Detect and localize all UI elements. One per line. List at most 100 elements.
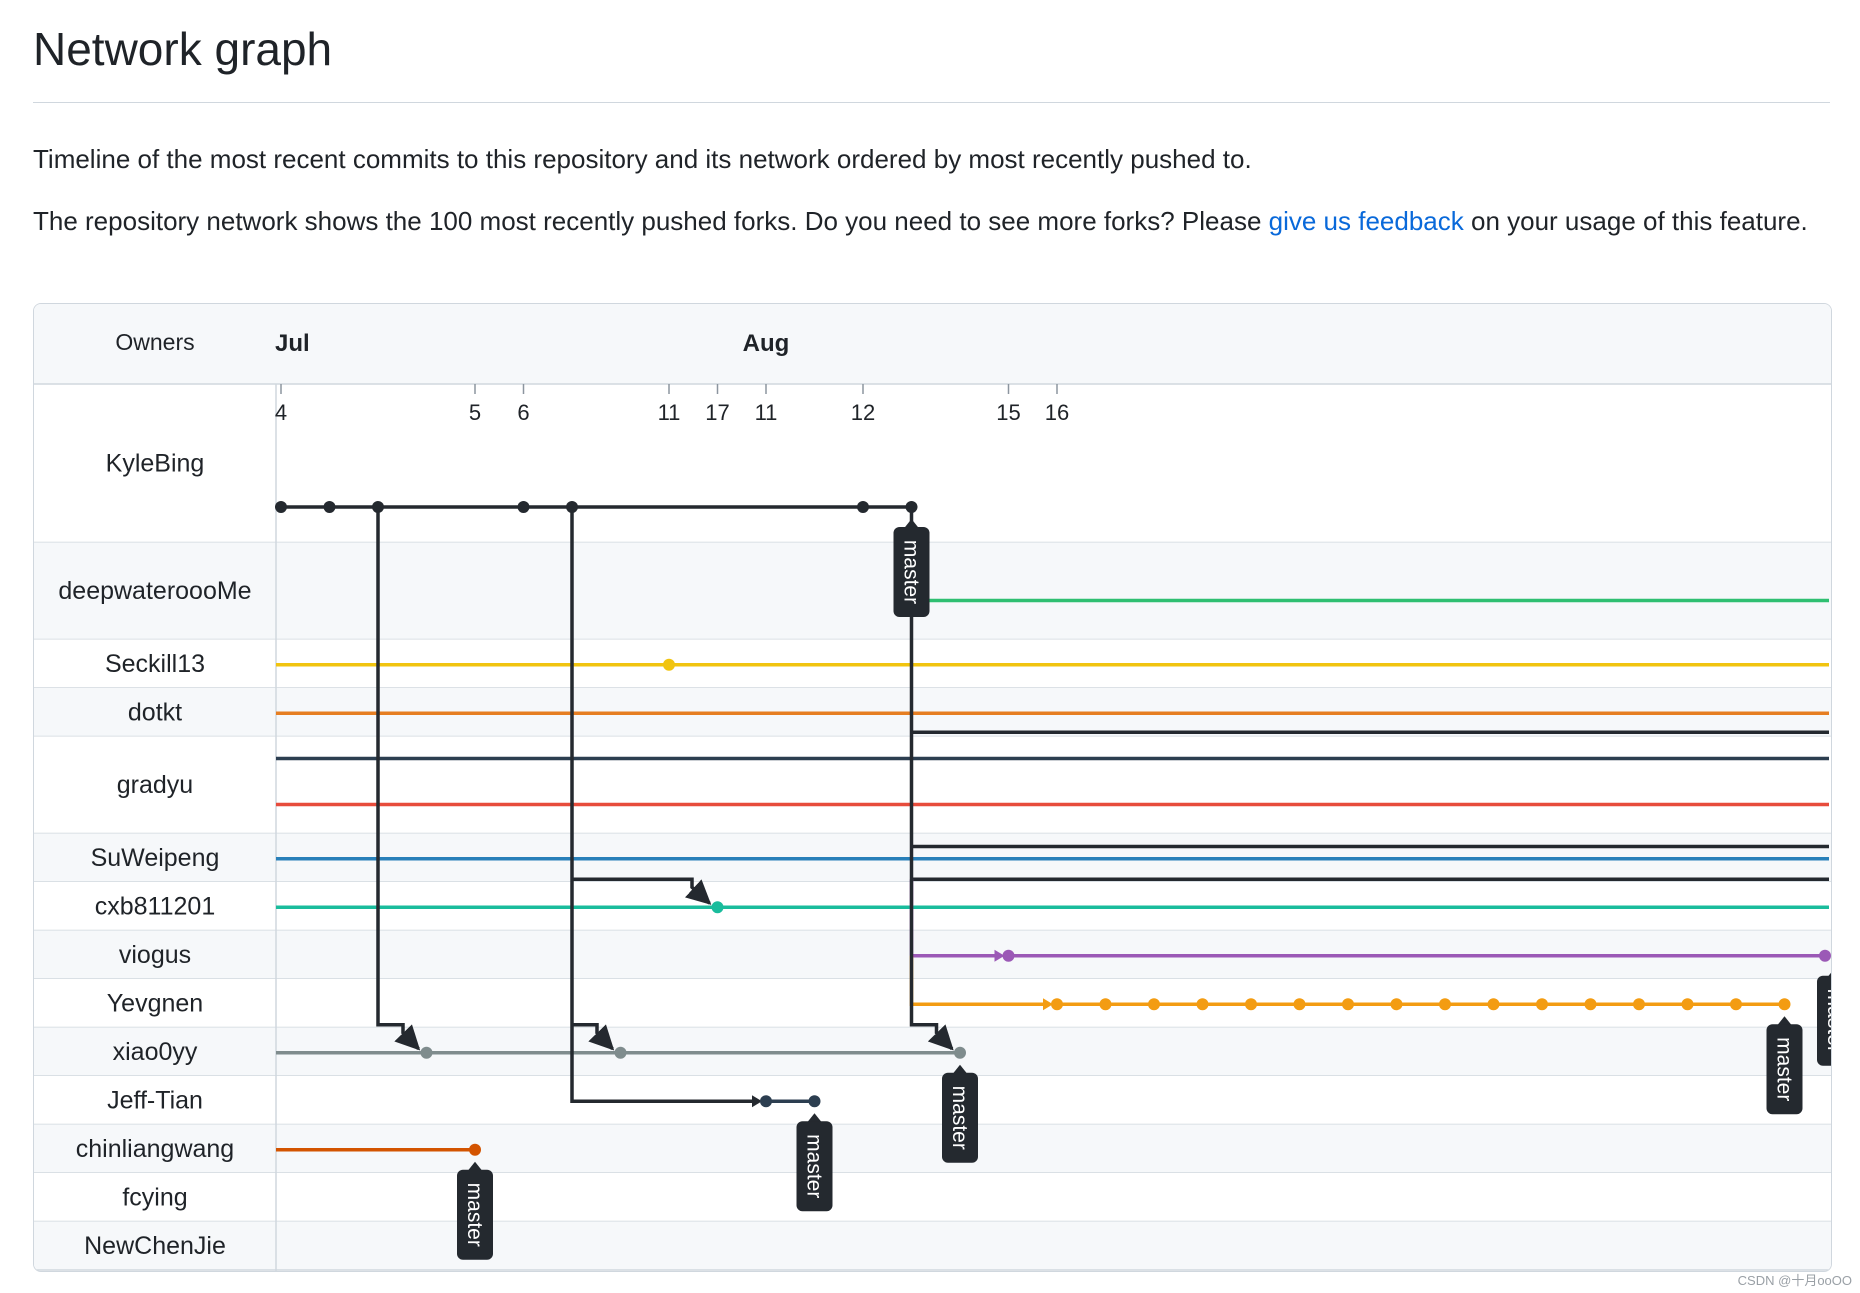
commit-dot xyxy=(760,1095,772,1108)
owner-name: deepwateroooMe xyxy=(58,577,251,605)
branch-tag-label: master xyxy=(1823,989,1831,1053)
branch-tag-master: master xyxy=(1766,1016,1803,1115)
commit-dot xyxy=(1584,998,1597,1011)
branch-tag-label: master xyxy=(803,1134,826,1198)
title-divider xyxy=(33,102,1830,103)
commit-dot xyxy=(517,501,530,513)
month-label: Aug xyxy=(743,330,790,357)
date-label: 15 xyxy=(996,400,1020,425)
commit-dot xyxy=(905,501,918,513)
commit-dot xyxy=(1196,998,1209,1011)
commit-dot xyxy=(1099,998,1112,1011)
branch-tag-pointer xyxy=(952,1064,968,1075)
commit-dot xyxy=(954,1046,966,1059)
network-graph[interactable]: Owners Jul Aug 4 5 6 11 17 11 12 15 16 KyleBing deep… xyxy=(33,303,1832,1272)
commit-dot xyxy=(1390,998,1403,1011)
commit-dot xyxy=(1681,998,1694,1011)
branch-tag-label: master xyxy=(463,1183,486,1247)
commit-dot xyxy=(1633,998,1645,1011)
commit-dot xyxy=(1051,998,1063,1011)
date-label: 12 xyxy=(851,400,875,425)
owner-row xyxy=(34,384,1831,543)
branch-tag-pointer xyxy=(467,1161,483,1172)
branch-tag-label: master xyxy=(1773,1037,1796,1101)
arrow-head xyxy=(1043,998,1053,1011)
commit-dot xyxy=(1819,949,1831,962)
owner-name: Seckill13 xyxy=(105,650,205,678)
commit-dot xyxy=(1778,998,1791,1011)
owner-row xyxy=(34,736,1831,834)
owner-name: Jeff-Tian xyxy=(107,1086,203,1114)
date-label: 11 xyxy=(658,400,681,425)
owner-name: SuWeipeng xyxy=(91,844,220,872)
commit-dot xyxy=(1487,998,1500,1011)
commit-dot xyxy=(1342,998,1354,1011)
branch-tag-box xyxy=(1766,1024,1803,1115)
owner-name: Yevgnen xyxy=(107,989,203,1017)
branch-tag-label: master xyxy=(900,540,923,604)
owner-row xyxy=(34,1221,1831,1270)
commit-dot xyxy=(420,1046,433,1059)
owner-row xyxy=(34,542,1831,640)
commit-dot xyxy=(857,501,869,513)
branch-tag-box xyxy=(942,1072,978,1163)
commit-dot xyxy=(323,501,336,513)
date-label: 17 xyxy=(705,400,729,425)
branch-tag-box xyxy=(796,1121,833,1212)
owner-name: dotkt xyxy=(128,698,182,726)
commit-dot xyxy=(1730,998,1742,1011)
branch-tag-pointer xyxy=(806,1113,823,1124)
owner-row xyxy=(34,1076,1831,1125)
merge-line xyxy=(909,507,954,1051)
merge-line xyxy=(572,877,712,905)
owners-header: Owners xyxy=(115,329,194,355)
commit-dot xyxy=(1245,998,1257,1011)
network-note: The repository network shows the 100 mos… xyxy=(33,200,1833,242)
owner-name: chinliangwang xyxy=(76,1135,234,1163)
commit-dot xyxy=(1536,998,1548,1011)
branch-tag-box xyxy=(1817,975,1831,1066)
branch-tag-master: master xyxy=(1817,972,1831,1066)
commit-dot xyxy=(1439,998,1451,1011)
owner-name: cxb811201 xyxy=(95,892,215,920)
merge-line xyxy=(376,507,421,1051)
branch-tag-master: master xyxy=(457,1161,493,1260)
network-graph-canvas[interactable]: Owners Jul Aug 4 5 6 11 17 11 12 15 16 KyleBing deep… xyxy=(34,304,1831,1271)
commit-dot xyxy=(469,1143,481,1156)
owner-row xyxy=(34,1173,1831,1222)
branch-tag-master: master xyxy=(942,1064,978,1163)
commit-dot xyxy=(614,1046,627,1059)
date-label: 4 xyxy=(275,400,287,425)
commit-dot xyxy=(275,501,287,513)
branch-line-Jeff-Tian-link xyxy=(570,507,756,1103)
commit-dot xyxy=(1002,949,1015,962)
commit-dot xyxy=(566,501,578,513)
arrow-head xyxy=(752,1095,762,1108)
network-note-text: The repository network shows the 100 mos… xyxy=(33,206,1269,236)
branch-tag-master: master xyxy=(893,519,930,617)
branch-tag-box xyxy=(457,1169,493,1260)
owner-name: fcying xyxy=(122,1183,187,1211)
date-label: 5 xyxy=(469,400,481,425)
network-note-text-end: on your usage of this feature. xyxy=(1463,206,1808,236)
merge-line xyxy=(572,1023,615,1051)
arrow-head xyxy=(994,949,1005,962)
branch-tag-pointer xyxy=(903,519,920,529)
month-label: Jul xyxy=(275,330,310,357)
owner-name: NewChenJie xyxy=(84,1232,226,1260)
page-title: Network graph xyxy=(33,23,333,75)
owner-name: KyleBing xyxy=(106,449,205,477)
feedback-link[interactable]: give us feedback xyxy=(1268,206,1464,236)
date-label: 6 xyxy=(517,400,529,425)
branch-tag-label: master xyxy=(948,1086,971,1150)
watermark: CSDN @十月ooOO xyxy=(1737,1273,1852,1288)
date-label: 16 xyxy=(1045,400,1069,425)
commit-dot xyxy=(1293,998,1306,1011)
owner-name: viogus xyxy=(119,941,191,969)
page-description: Timeline of the most recent commits to t… xyxy=(33,144,1252,174)
commit-dot xyxy=(711,901,724,914)
date-label: 11 xyxy=(755,400,778,425)
branch-tag-box xyxy=(893,527,930,617)
commit-dot xyxy=(1148,998,1160,1011)
commit-dot xyxy=(663,658,675,671)
